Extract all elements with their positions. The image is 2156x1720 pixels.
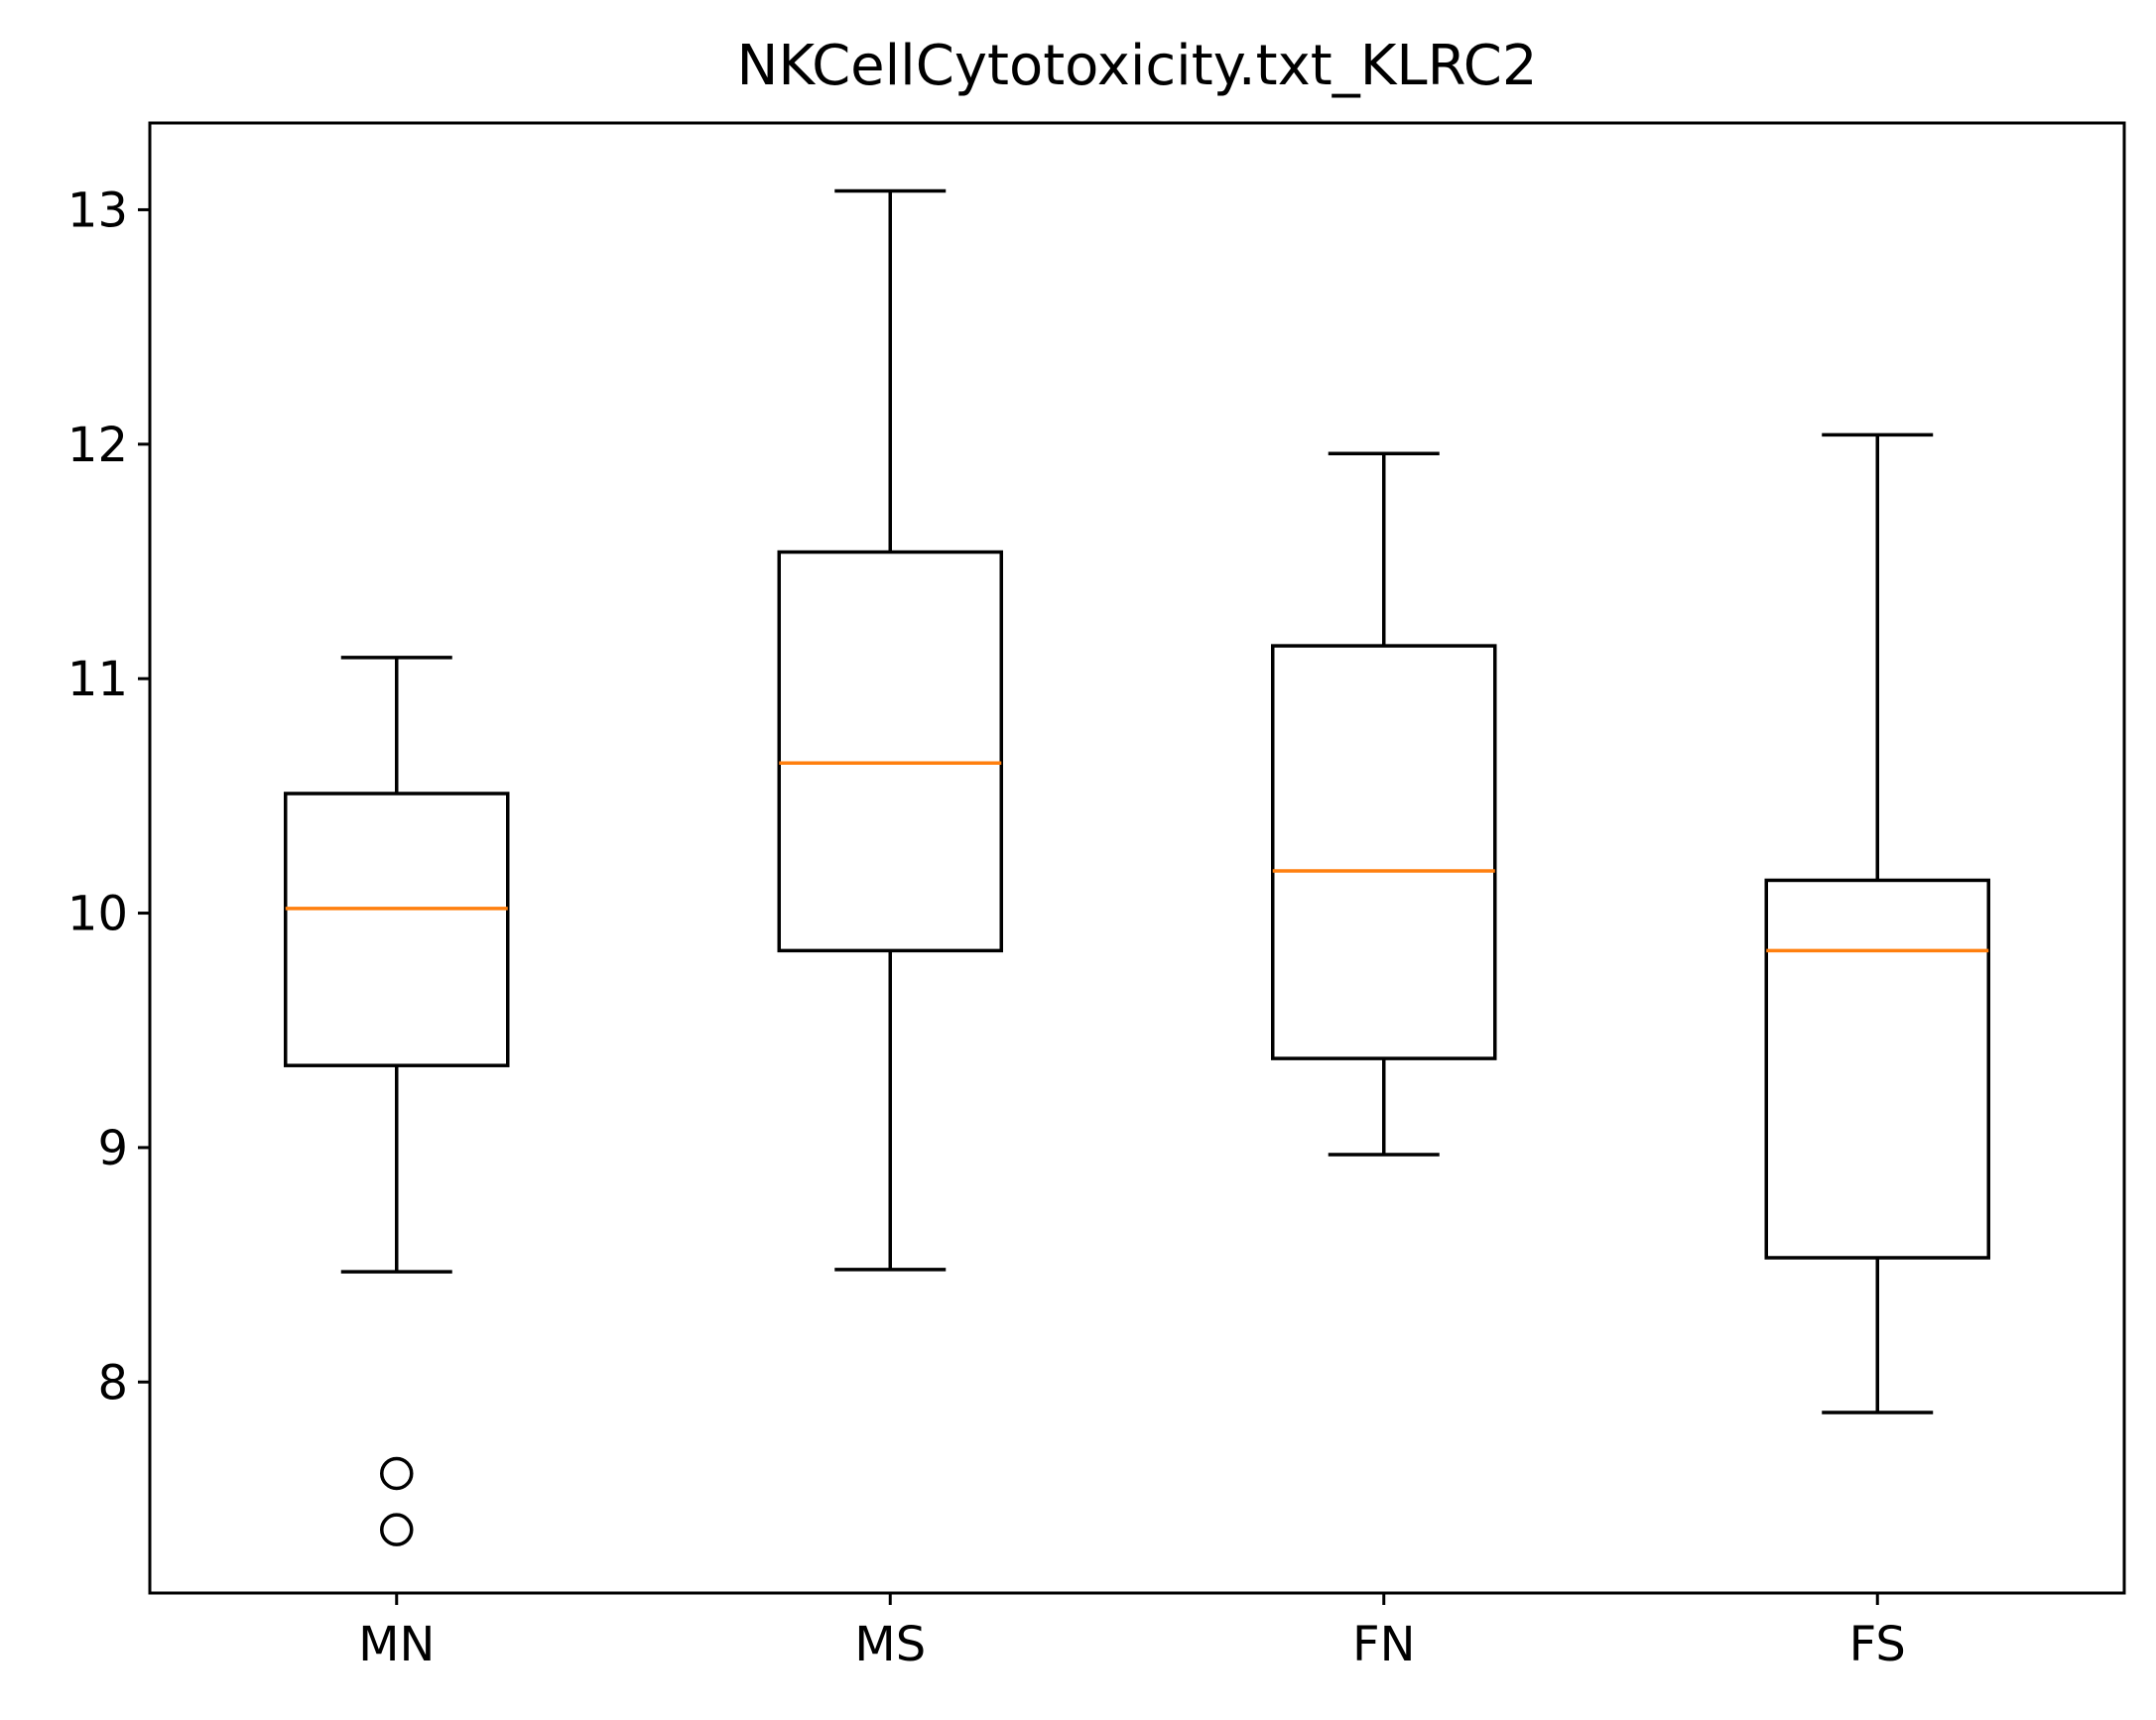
y-tick-label: 10 <box>67 887 128 942</box>
y-tick-label: 13 <box>67 183 128 238</box>
x-tick-label-ms: MS <box>854 1617 926 1672</box>
box-iqr <box>1764 878 1990 1260</box>
box-group-mn <box>284 656 510 1546</box>
box-iqr <box>284 792 510 1067</box>
outlier-point <box>380 1456 414 1491</box>
x-tick-label-fs: FS <box>1849 1617 1906 1672</box>
box-iqr <box>1271 644 1497 1060</box>
x-axis: MN MS FN FS <box>358 1593 1906 1672</box>
plot-area-frame <box>148 121 2126 1595</box>
box-group-ms <box>777 188 1003 1272</box>
box-group-fs <box>1764 432 1990 1414</box>
box-iqr <box>777 550 1003 953</box>
y-tick-label: 11 <box>67 652 128 707</box>
outlier-point <box>380 1513 414 1546</box>
y-tick-label: 9 <box>97 1121 128 1176</box>
y-tick-label: 12 <box>67 418 128 473</box>
y-axis: 8 9 10 11 12 13 <box>67 183 150 1411</box>
boxes-layer <box>284 188 1990 1546</box>
x-tick-label-fn: FN <box>1352 1617 1416 1672</box>
box-group-fn <box>1271 451 1497 1157</box>
y-tick-label: 8 <box>97 1355 128 1411</box>
x-tick-label-mn: MN <box>358 1617 435 1672</box>
chart-title: NKCellCytotoxicity.txt_KLRC2 <box>737 34 1538 98</box>
